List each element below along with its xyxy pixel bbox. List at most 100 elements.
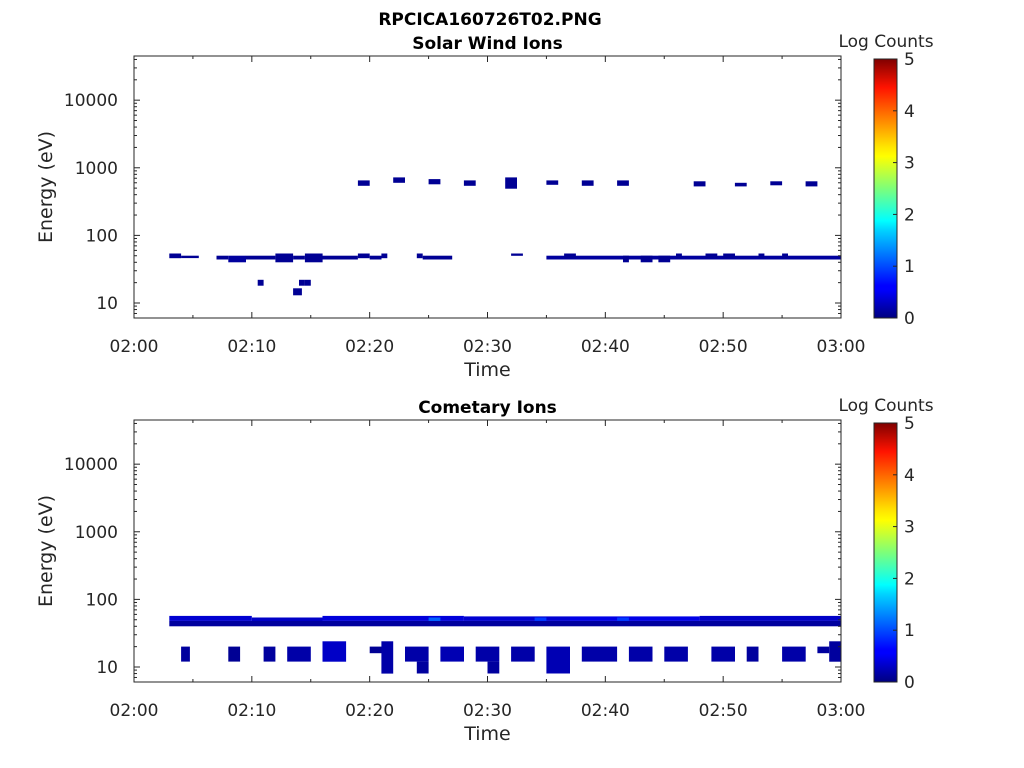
x-tick-label: 02:30 [463, 337, 512, 357]
colorbar-tick-label: 4 [904, 102, 915, 122]
data-cell [287, 646, 311, 662]
data-cell [428, 179, 441, 185]
data-cell [322, 615, 464, 621]
data-cell [546, 255, 841, 260]
data-cell [257, 279, 264, 286]
data-cell [369, 646, 382, 654]
data-cell [581, 180, 594, 186]
data-cell [228, 646, 241, 662]
data-cell [169, 620, 841, 627]
data-cell [416, 253, 423, 259]
x-tick-label: 03:00 [817, 701, 866, 721]
data-cell [758, 253, 765, 259]
data-cell [505, 177, 517, 189]
x-tick-label: 02:20 [345, 701, 394, 721]
data-cell [805, 181, 818, 187]
x-axis-label: Time [463, 359, 511, 381]
data-cell [405, 646, 429, 662]
data-cell [357, 180, 370, 186]
data-cell [711, 646, 735, 662]
data-cell [723, 253, 735, 259]
panel-title: Cometary Ions [418, 398, 557, 418]
data-cell [782, 646, 806, 662]
y-tick-label: 10 [96, 658, 118, 678]
colorbar [873, 422, 898, 683]
y-tick-label: 1000 [75, 159, 118, 179]
data-cell [463, 616, 570, 621]
data-cell [617, 180, 629, 186]
data-cell [393, 177, 405, 183]
x-axis-label: Time [463, 723, 511, 745]
y-axis-label: Energy (eV) [35, 495, 57, 607]
data-cell [293, 288, 302, 296]
data-cell [322, 255, 358, 260]
x-tick-label: 02:10 [227, 701, 276, 721]
x-tick-label: 02:40 [581, 337, 630, 357]
data-cell [617, 617, 629, 621]
data-cell [699, 615, 841, 621]
data-cell [251, 617, 323, 621]
x-tick-label: 02:40 [581, 701, 630, 721]
y-tick-label: 10 [96, 294, 118, 314]
data-cell [440, 646, 464, 662]
data-cell [475, 646, 500, 662]
data-cell [263, 646, 276, 662]
data-cell [534, 617, 547, 621]
data-cell [664, 646, 688, 662]
colorbar-tick-label: 1 [904, 257, 915, 277]
colorbar-tick-label: 3 [904, 154, 915, 174]
plot-area [134, 420, 841, 682]
data-cell [623, 255, 629, 263]
y-tick-label: 100 [86, 590, 118, 610]
data-cell [628, 646, 653, 662]
x-tick-label: 02:00 [110, 701, 159, 721]
data-cell [829, 641, 841, 662]
data-cell [381, 641, 394, 674]
x-tick-label: 03:00 [817, 337, 866, 357]
spectrogram-cells [169, 615, 841, 674]
data-cell [511, 646, 535, 662]
data-cell [381, 253, 388, 259]
plot-area [134, 56, 841, 318]
y-tick-label: 10000 [64, 455, 118, 475]
figure-title: RPCICA160726T02.PNG [378, 10, 601, 30]
cometary-ions-panel: 02:00 02:10 02:20 02:30 02:40 02:50 03:00 10 100… [35, 396, 934, 745]
data-cell [245, 255, 276, 260]
y-axis-label: Energy (eV) [35, 131, 57, 243]
data-cell [299, 279, 305, 286]
data-cell [658, 255, 671, 263]
data-cell [357, 253, 370, 259]
solar-wind-ions-panel: 02:00 02:10 02:20 02:30 02:40 02:50 03:0010100… [35, 32, 934, 381]
data-cell [304, 253, 323, 263]
data-cell [817, 646, 830, 654]
data-cell [369, 255, 382, 260]
colorbar-tick-label: 5 [904, 50, 915, 70]
spectrogram-cells [169, 177, 841, 296]
data-cell [570, 616, 700, 621]
colorbar-tick-label: 2 [904, 205, 915, 225]
data-cell [169, 253, 182, 259]
data-cell [181, 255, 199, 259]
y-tick-label: 1000 [75, 523, 118, 543]
colorbar-label: Log Counts [838, 32, 933, 52]
data-cell [734, 182, 747, 187]
data-cell [705, 253, 718, 259]
data-cell [511, 253, 523, 256]
colorbar-tick-label: 5 [904, 414, 915, 434]
data-cell [416, 661, 429, 674]
data-cell [169, 615, 252, 621]
data-cell [422, 255, 453, 260]
y-tick-label: 100 [86, 226, 118, 246]
data-cell [275, 253, 294, 263]
panel-title: Solar Wind Ions [412, 34, 563, 54]
data-cell [304, 279, 311, 286]
data-cell [228, 255, 246, 263]
x-tick-label: 02:50 [699, 701, 748, 721]
data-cell [746, 646, 759, 662]
data-cell [546, 180, 559, 185]
colorbar-label: Log Counts [838, 396, 933, 416]
colorbar-tick-label: 0 [904, 673, 915, 693]
data-cell [181, 646, 190, 662]
x-tick-label: 02:30 [463, 701, 512, 721]
data-cell [463, 180, 476, 186]
